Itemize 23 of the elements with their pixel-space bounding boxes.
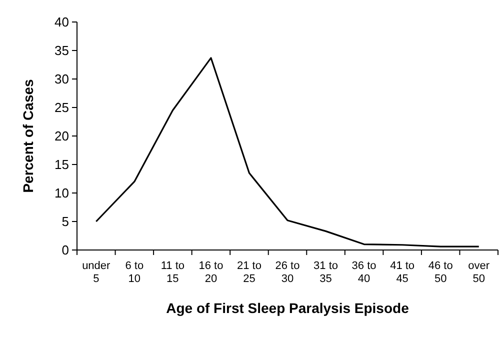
- x-tick-label: 16 to 20: [198, 260, 224, 285]
- y-tick-label: 5: [62, 214, 69, 230]
- x-tick-label: 36 to 40: [352, 260, 376, 285]
- y-tick-label: 0: [62, 242, 69, 258]
- x-tick-label: 6 to 10: [125, 260, 144, 285]
- x-tick-label: 11 to 15: [160, 260, 185, 285]
- x-tick-label: 41 to 45: [390, 260, 415, 285]
- y-tick-label: 20: [54, 128, 69, 144]
- x-tick-label: over 50: [468, 260, 490, 285]
- x-tick-label: 46 to 50: [428, 260, 453, 285]
- y-tick-label: 35: [54, 43, 69, 58]
- y-tick-label: 10: [54, 186, 69, 201]
- y-tick-label: 15: [54, 157, 69, 172]
- x-tick-label: 26 to 30: [275, 260, 300, 285]
- x-tick-label: 21 to 25: [236, 260, 262, 285]
- y-axis-title: Percent of Cases: [20, 78, 36, 193]
- line-series: [95, 57, 480, 248]
- y-tick-label: 25: [54, 100, 69, 116]
- y-tick-label: 30: [54, 72, 69, 87]
- y-tick-label: 40: [54, 14, 69, 30]
- x-tick-label: 31 to 35: [314, 260, 338, 285]
- x-axis-title: Age of First Sleep Paralysis Episode: [166, 300, 410, 316]
- x-tick-label: under 5: [82, 260, 111, 285]
